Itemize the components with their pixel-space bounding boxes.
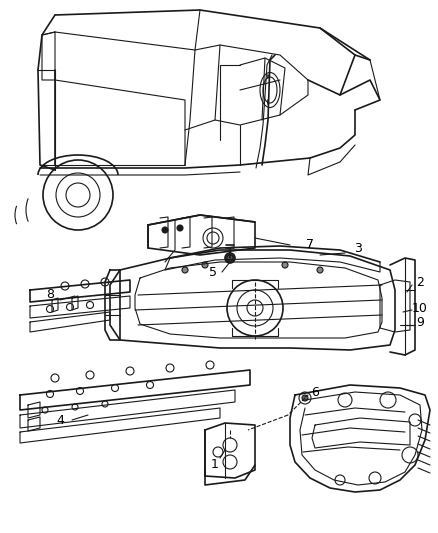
- Circle shape: [225, 253, 235, 263]
- Text: 1: 1: [211, 458, 219, 472]
- Circle shape: [177, 225, 183, 231]
- Circle shape: [302, 395, 308, 401]
- Circle shape: [317, 267, 323, 273]
- Circle shape: [162, 227, 168, 233]
- Text: 4: 4: [56, 414, 64, 426]
- Circle shape: [202, 262, 208, 268]
- Text: 8: 8: [46, 288, 54, 302]
- Circle shape: [282, 262, 288, 268]
- Text: 7: 7: [306, 238, 314, 252]
- Circle shape: [227, 255, 233, 261]
- Text: 5: 5: [209, 265, 217, 279]
- Circle shape: [182, 267, 188, 273]
- Text: 10: 10: [412, 302, 428, 314]
- Text: 6: 6: [311, 386, 319, 400]
- Text: 9: 9: [416, 316, 424, 328]
- Text: 3: 3: [354, 241, 362, 254]
- Text: 2: 2: [416, 276, 424, 288]
